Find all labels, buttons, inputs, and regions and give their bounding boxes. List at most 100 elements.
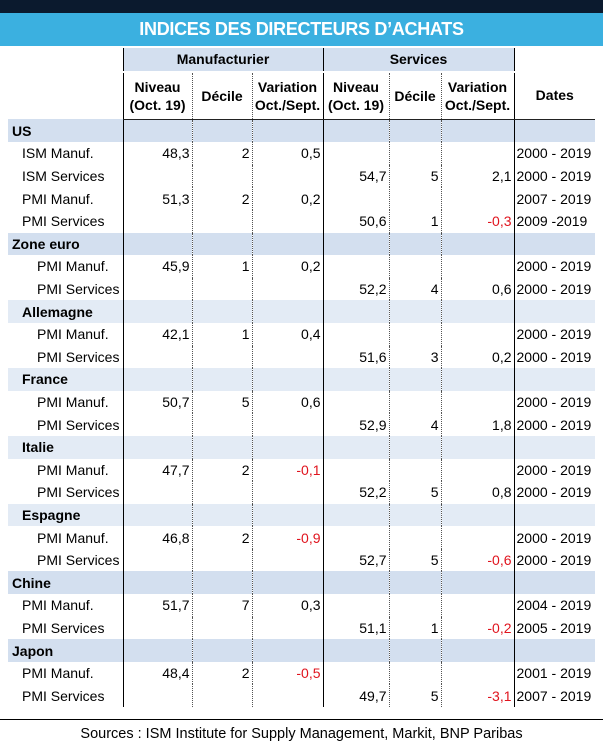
cell-s-decile [388,526,441,549]
cell-s-decile: 5 [388,684,441,708]
cell-s-niveau: 52,2 [322,277,389,301]
cell-s-niveau [322,142,389,165]
subsection-row: France [8,368,595,391]
cell-s-niveau: 51,1 [322,616,389,640]
section-label: Italie [8,435,123,459]
cell-s-decile [388,594,441,617]
cell-m-variation: 0,3 [251,594,323,617]
cell-m-decile [191,209,252,233]
cell-s-decile: 5 [388,481,441,504]
cell-s-decile: 1 [388,209,441,233]
cell-s-decile: 3 [388,345,441,369]
cell-dates: 2000 - 2019 [513,142,595,165]
cell-s-variation: 2,1 [440,164,514,188]
section-label: US [8,119,123,143]
cell-m-niveau: 51,3 [122,187,192,210]
cell-m-decile: 2 [191,142,252,165]
cell-s-variation [440,322,514,346]
cell-s-decile [388,187,441,210]
cell-dates: 2001 - 2019 [513,661,595,685]
col-m-variation: Variation Oct./Sept. [251,71,323,120]
cell-dates: 2000 - 2019 [513,481,595,504]
cell-s-variation: -0,3 [440,209,514,233]
cell-s-niveau [322,661,389,685]
table-row: PMI Services 52,9 4 1,8 2000 - 2019 [8,413,595,436]
cell-dates: 2009 -2019 [513,209,595,233]
cell-s-niveau: 52,7 [322,548,389,572]
cell-s-niveau [322,322,389,346]
cell-s-niveau: 50,6 [322,209,389,233]
cell-m-variation [251,345,323,369]
cell-m-variation [251,413,323,436]
table-row: PMI Services 52,2 5 0,8 2000 - 2019 [8,481,595,504]
cell-dates: 2000 - 2019 [513,322,595,346]
cell-label: PMI Services [37,552,120,569]
col-s-decile: Décile [388,71,441,120]
cell-m-variation [251,164,323,188]
cell-s-variation: -3,1 [440,684,514,708]
cell-dates: 2000 - 2019 [513,345,595,369]
cell-s-variation: 0,2 [440,345,514,369]
cell-s-variation [440,458,514,482]
cell-s-variation: 0,8 [440,481,514,504]
section-label: France [8,368,123,391]
cell-dates: 2004 - 2019 [513,594,595,617]
group-manufacturier: Manufacturier [122,48,323,73]
cell-m-variation [251,277,323,301]
cell-m-niveau [122,684,192,708]
table-row: PMI Manuf. 48,4 2 -0,5 2001 - 2019 [8,661,595,685]
cell-m-decile [191,164,252,188]
cell-s-niveau [322,187,389,210]
cell-s-variation [440,255,514,278]
cell-dates: 2000 - 2019 [513,548,595,572]
cell-label: PMI Services [22,213,105,230]
cell-s-decile [388,322,441,346]
cell-dates: 2000 - 2019 [513,413,595,436]
cell-s-niveau [322,255,389,278]
cell-label: PMI Services [22,687,105,704]
table-row: ISM Services 54,7 5 2,1 2000 - 2019 [8,164,595,188]
cell-m-decile: 2 [191,458,252,482]
section-row: Japon [8,639,595,662]
cell-label: PMI Manuf. [22,665,94,682]
table-row: PMI Manuf. 45,9 1 0,2 2000 - 2019 [8,255,595,278]
col-m-niveau: Niveau (Oct. 19) [122,71,192,120]
cell-label: PMI Manuf. [37,394,109,411]
cell-s-niveau: 51,6 [322,345,389,369]
cell-m-niveau: 51,7 [122,594,192,617]
cell-s-niveau: 54,7 [322,164,389,188]
cell-m-decile [191,345,252,369]
section-label: Zone euro [8,232,123,256]
source-note: Sources : ISM Institute for Supply Manag… [0,719,603,750]
cell-m-decile: 5 [191,390,252,414]
cell-m-niveau [122,481,192,504]
cell-s-variation [440,526,514,549]
cell-m-decile: 2 [191,661,252,685]
cell-s-variation [440,187,514,210]
cell-m-decile [191,548,252,572]
table-row: PMI Manuf. 42,1 1 0,4 2000 - 2019 [8,322,595,346]
cell-m-niveau [122,345,192,369]
table-row: PMI Manuf. 51,3 2 0,2 2007 - 2019 [8,187,595,210]
table-row: PMI Services 51,6 3 0,2 2000 - 2019 [8,345,595,369]
cell-s-decile: 4 [388,413,441,436]
cell-label: PMI Services [37,348,120,365]
pmi-table: Manufacturier Services Niveau (Oct. 19) D… [8,48,595,708]
table-row: ISM Manuf. 48,3 2 0,5 2000 - 2019 [8,142,595,165]
group-header-row: Manufacturier Services [8,48,595,73]
cell-label: PMI Services [22,619,105,636]
table-row: PMI Manuf. 47,7 2 -0,1 2000 - 2019 [8,458,595,482]
cell-s-decile: 5 [388,164,441,188]
cell-m-niveau: 42,1 [122,322,192,346]
table-title: INDICES DES DIRECTEURS D’ACHATS [0,13,603,46]
cell-m-decile: 1 [191,255,252,278]
cell-m-variation [251,209,323,233]
cell-m-variation: 0,2 [251,187,323,210]
cell-dates: 2000 - 2019 [513,164,595,188]
cell-s-decile [388,661,441,685]
cell-m-variation [251,548,323,572]
cell-s-decile [388,390,441,414]
cell-label: PMI Manuf. [37,461,109,478]
cell-label: PMI Manuf. [37,529,109,546]
cell-dates: 2000 - 2019 [513,526,595,549]
